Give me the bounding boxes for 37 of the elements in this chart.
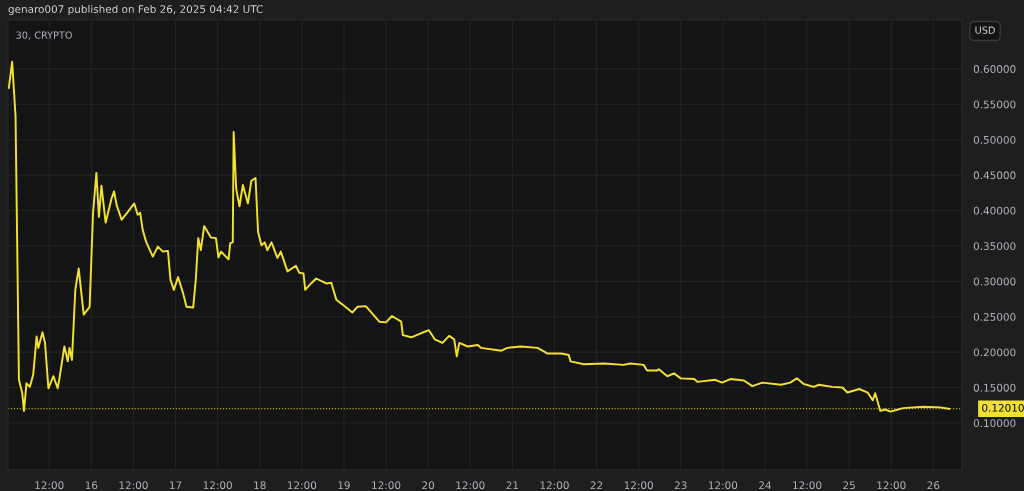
x-tick-label: 12:00 xyxy=(35,481,64,490)
y-tick-label: 0.50000 xyxy=(973,135,1016,144)
text: USD xyxy=(975,26,995,34)
x-tick-label: 12:00 xyxy=(793,481,822,490)
x-tick-label: 12:00 xyxy=(624,481,653,490)
x-tick-label: 12:00 xyxy=(540,481,569,490)
x-tick-label: 23 xyxy=(674,481,687,490)
y-tick-label: 0.35000 xyxy=(973,242,1016,251)
x-tick-label: 12:00 xyxy=(203,481,232,490)
x-tick-label: 18 xyxy=(254,481,266,490)
x-tick-label: 21 xyxy=(506,481,518,490)
ref-line-label: 0.12010 xyxy=(982,403,1024,412)
x-tick-label: 16 xyxy=(85,481,98,490)
y-tick-label: 0.25000 xyxy=(973,312,1016,321)
x-tick-label: 12:00 xyxy=(119,481,148,490)
chart-title: genaro007 published on Feb 26, 2025 04:42 UTC xyxy=(8,4,263,16)
x-tick-label: 12:00 xyxy=(372,481,401,490)
x-tick-label: 19 xyxy=(338,481,350,490)
x-tick-label: 25 xyxy=(843,481,855,490)
y-tick-label: 0.15000 xyxy=(973,383,1016,392)
y-tick-label: 0.55000 xyxy=(973,100,1016,109)
x-tick-label: 24 xyxy=(759,481,771,490)
x-tick-label: 12:00 xyxy=(877,481,906,490)
x-tick-label: 12:00 xyxy=(287,481,317,490)
y-tick-label: 0.60000 xyxy=(973,65,1016,73)
y-tick-label: 0.30000 xyxy=(973,277,1016,286)
y-tick-label: 0.40000 xyxy=(973,206,1016,215)
y-tick-label: 0.20000 xyxy=(973,348,1016,357)
x-tick-label: 22 xyxy=(590,481,603,490)
x-tick-label: 26 xyxy=(927,481,940,490)
x-tick-label: 12:00 xyxy=(708,481,738,490)
text: 30, CRYPTO xyxy=(16,31,72,40)
x-tick-label: 17 xyxy=(170,481,182,490)
y-tick-label: 0.45000 xyxy=(973,171,1016,180)
x-tick-label: 20 xyxy=(422,481,435,490)
x-tick-label: 12:00 xyxy=(456,481,485,490)
y-tick-label: 0.10000 xyxy=(973,419,1016,428)
